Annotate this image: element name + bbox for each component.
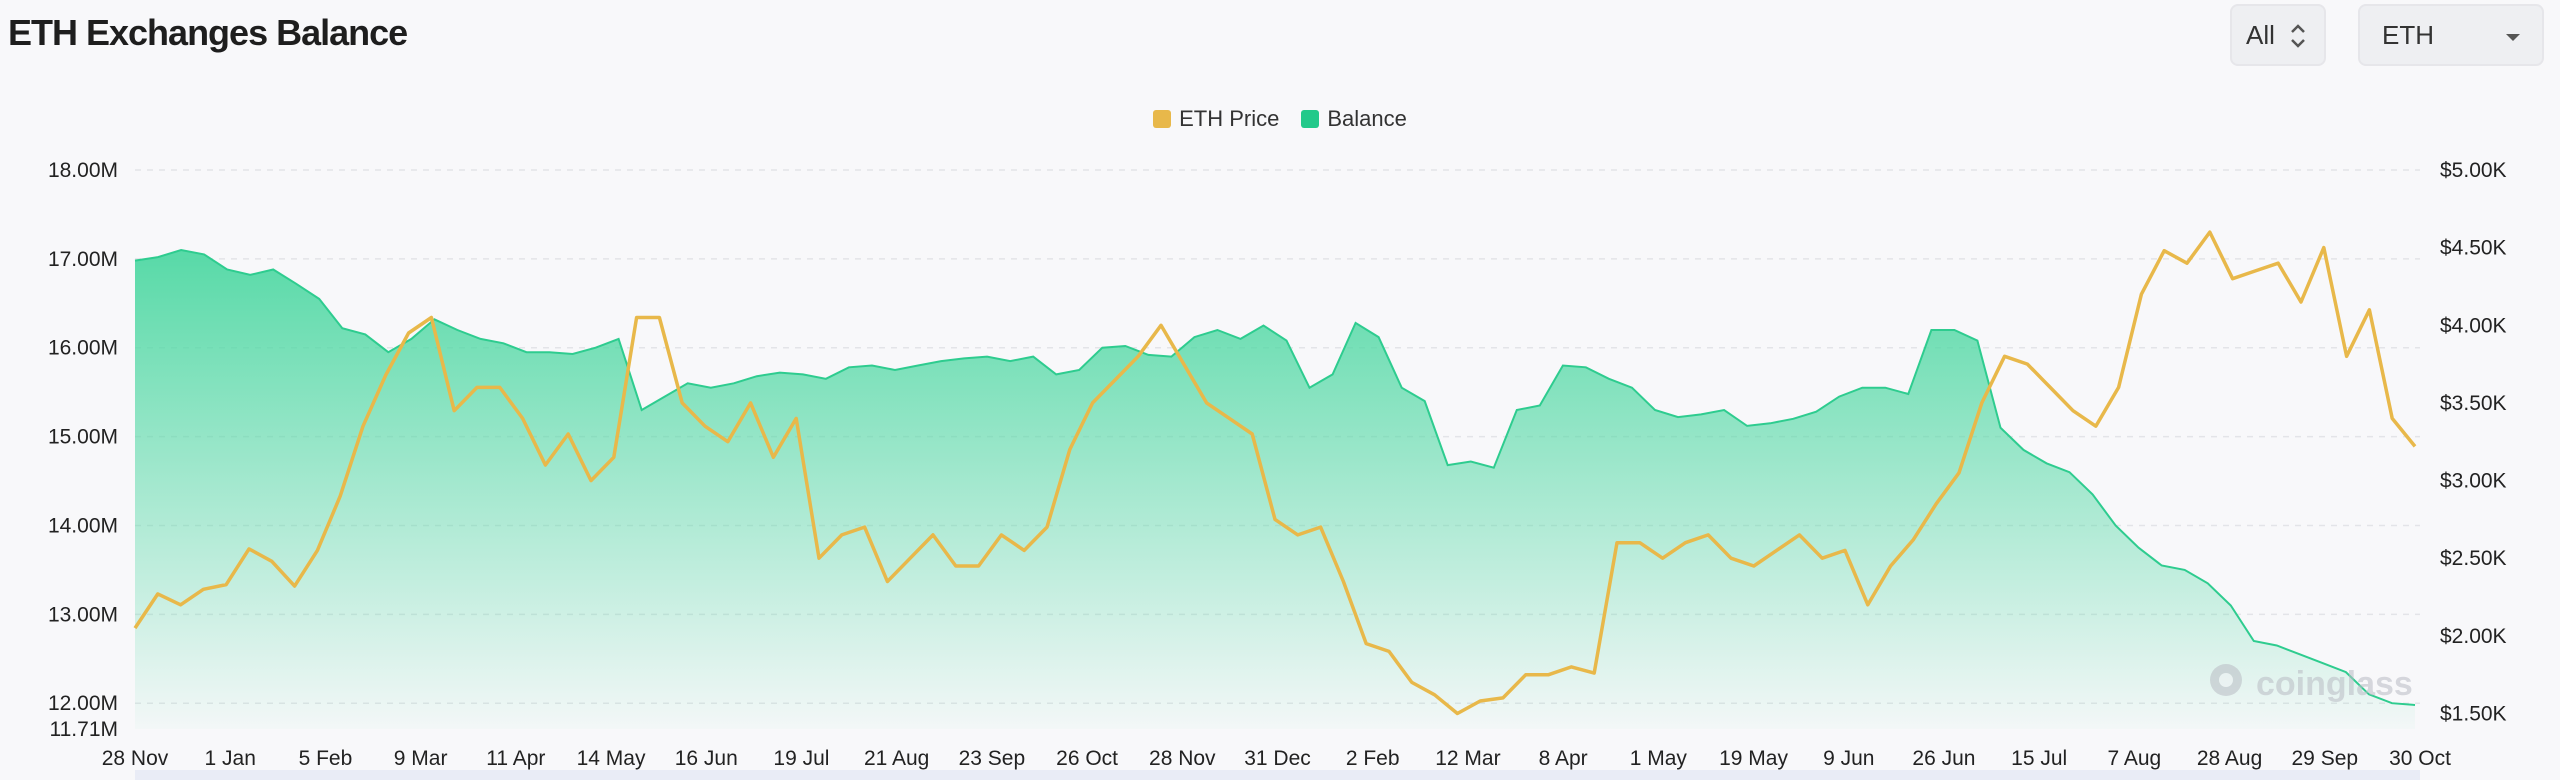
range-select[interactable]: All xyxy=(2230,4,2326,66)
watermark: coinglass xyxy=(2210,664,2413,703)
x-tick-label: 9 Jun xyxy=(1823,747,1874,770)
coinglass-logo-hole xyxy=(2219,673,2233,687)
y-axis-left: 18.00M 17.00M 16.00M 15.00M 14.00M 13.00M 12.0… xyxy=(48,159,118,741)
range-select-value: All xyxy=(2246,19,2275,50)
y-right-tick-label: $3.00K xyxy=(2440,470,2507,493)
legend-swatch-balance xyxy=(1301,110,1320,128)
caret-down-icon xyxy=(2506,34,2520,41)
legend-swatch-price xyxy=(1153,110,1172,128)
watermark-text: coinglass xyxy=(2256,665,2413,703)
x-tick-label: 9 Mar xyxy=(394,747,448,770)
legend-item-balance[interactable]: Balance xyxy=(1301,106,1407,132)
sort-chevrons-icon xyxy=(2291,24,2305,48)
y-right-tick-label: $3.50K xyxy=(2440,392,2507,415)
y-right-tick-label: $1.50K xyxy=(2440,702,2507,725)
x-tick-label: 16 Jun xyxy=(675,747,738,770)
x-tick-label: 15 Jul xyxy=(2011,747,2067,770)
x-tick-label: 30 Oct xyxy=(2389,747,2451,770)
x-tick-label: 7 Aug xyxy=(2108,747,2162,770)
x-tick-label: 2 Feb xyxy=(1346,747,1400,770)
x-axis-scrollbar[interactable] xyxy=(135,770,2420,780)
x-tick-label: 31 Dec xyxy=(1244,747,1311,770)
legend-label-price: ETH Price xyxy=(1179,106,1280,131)
x-tick-label: 14 May xyxy=(577,747,646,770)
x-tick-label: 26 Oct xyxy=(1056,747,1118,770)
y-left-tick-label: 15.00M xyxy=(48,426,118,449)
x-tick-label: 11 Apr xyxy=(486,747,545,770)
y-left-tick-label: 14.00M xyxy=(48,514,118,537)
x-tick-label: 29 Sep xyxy=(2292,747,2359,770)
x-tick-label: 28 Nov xyxy=(1149,747,1216,770)
page-title: ETH Exchanges Balance xyxy=(8,12,408,53)
x-tick-label: 28 Nov xyxy=(102,747,169,770)
x-tick-label: 21 Aug xyxy=(864,747,929,770)
x-tick-label: 1 Jan xyxy=(205,747,256,770)
series-layer xyxy=(133,230,2417,729)
y-left-tick-label: 18.00M xyxy=(48,159,118,182)
x-tick-label: 19 Jul xyxy=(773,747,829,770)
balance-line xyxy=(134,248,2416,706)
y-left-tick-label: 12.00M xyxy=(48,692,118,715)
y-right-tick-label: $2.50K xyxy=(2440,547,2507,570)
y-left-tick-label: 11.71M xyxy=(50,718,119,741)
x-tick-label: 12 Mar xyxy=(1435,747,1500,770)
chart-legend: ETH Price Balance xyxy=(0,106,2560,132)
legend-label-balance: Balance xyxy=(1327,106,1407,131)
x-tick-label: 26 Jun xyxy=(1912,747,1975,770)
eth-price-line xyxy=(133,230,2417,716)
x-tick-label: 19 May xyxy=(1719,747,1788,770)
y-right-tick-label: $2.00K xyxy=(2440,625,2507,648)
x-tick-label: 28 Aug xyxy=(2197,747,2262,770)
y-left-tick-label: 16.00M xyxy=(48,337,118,360)
balance-area xyxy=(135,250,2415,729)
y-left-tick-label: 17.00M xyxy=(48,248,118,271)
legend-item-eth-price[interactable]: ETH Price xyxy=(1153,106,1279,132)
x-tick-label: 8 Apr xyxy=(1539,747,1588,770)
y-axis-right: $5.00K $4.50K $4.00K $3.50K $3.00K $2.50K $2.0… xyxy=(2440,159,2507,725)
x-axis: 28 Nov 1 Jan 5 Feb 9 Mar 11 Apr 14 May 16 Jun 1… xyxy=(102,747,2451,770)
x-tick-label: 23 Sep xyxy=(959,747,1026,770)
y-right-tick-label: $4.50K xyxy=(2440,237,2507,260)
y-left-tick-label: 13.00M xyxy=(48,603,118,626)
y-right-tick-label: $5.00K xyxy=(2440,159,2507,182)
x-tick-label: 5 Feb xyxy=(299,747,353,770)
coin-select-value: ETH xyxy=(2382,19,2434,50)
y-right-tick-label: $4.00K xyxy=(2440,314,2507,337)
x-tick-label: 1 May xyxy=(1630,747,1688,770)
coin-select[interactable]: ETH xyxy=(2358,4,2544,66)
